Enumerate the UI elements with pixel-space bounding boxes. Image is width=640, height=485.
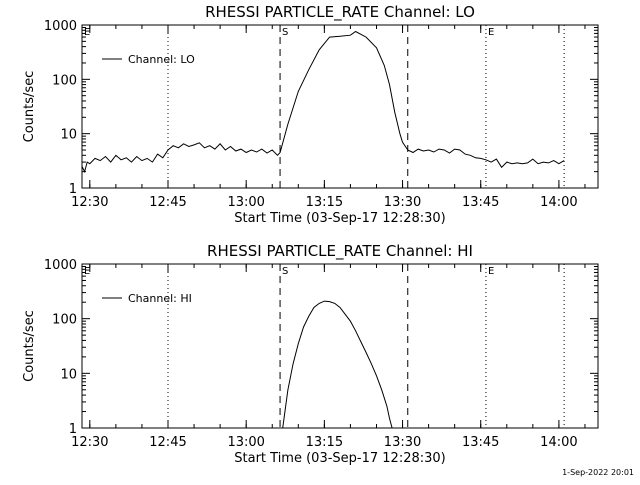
marker-label: E bbox=[488, 27, 494, 38]
plot-frame bbox=[81, 24, 599, 189]
marker-label: S bbox=[282, 27, 288, 38]
y-tick-label: 100 bbox=[52, 313, 77, 328]
y-axis-label: Counts/sec bbox=[22, 310, 37, 382]
y-tick-label: 100 bbox=[52, 73, 77, 88]
chart-title: RHESSI PARTICLE_RATE Channel: LO bbox=[205, 3, 475, 22]
y-tick-label: 1 bbox=[69, 182, 77, 197]
x-tick-label: 12:45 bbox=[149, 195, 186, 210]
y-tick-label: 1000 bbox=[44, 258, 77, 273]
x-tick-label: 12:30 bbox=[71, 435, 108, 450]
chart-title: RHESSI PARTICLE_RATE Channel: HI bbox=[207, 242, 473, 261]
x-axis-label: Start Time (03-Sep-17 12:28:30) bbox=[234, 451, 445, 466]
x-tick-label: 13:45 bbox=[462, 435, 499, 450]
marker-label: E bbox=[84, 27, 90, 38]
marker-label: E bbox=[488, 266, 494, 277]
x-tick-label: 12:45 bbox=[149, 435, 186, 450]
x-tick-label: 13:00 bbox=[227, 435, 264, 450]
x-tick-label: 13:45 bbox=[462, 195, 499, 210]
y-tick-label: 10 bbox=[60, 128, 77, 143]
x-tick-label: 13:00 bbox=[227, 195, 264, 210]
x-tick-label: 13:30 bbox=[384, 195, 421, 210]
legend-label: Channel: HI bbox=[128, 292, 192, 305]
series-line bbox=[282, 300, 393, 429]
y-tick-label: 10 bbox=[60, 367, 77, 382]
x-tick-label: 14:00 bbox=[540, 435, 577, 450]
series-line bbox=[81, 30, 565, 173]
y-tick-label: 1 bbox=[69, 422, 77, 437]
footer-timestamp: 1-Sep-2022 20:01 bbox=[562, 468, 634, 477]
x-tick-label: 13:15 bbox=[306, 435, 343, 450]
x-tick-label: 13:15 bbox=[306, 195, 343, 210]
x-tick-label: 12:30 bbox=[71, 195, 108, 210]
y-axis-label: Counts/sec bbox=[22, 71, 37, 143]
legend-label: Channel: LO bbox=[128, 53, 195, 66]
x-axis-label: Start Time (03-Sep-17 12:28:30) bbox=[234, 211, 445, 226]
x-tick-label: 13:30 bbox=[384, 435, 421, 450]
x-tick-label: 14:00 bbox=[540, 195, 577, 210]
plot-frame bbox=[81, 263, 599, 429]
y-tick-label: 1000 bbox=[44, 19, 77, 34]
marker-label: E bbox=[84, 266, 90, 277]
marker-label: S bbox=[282, 266, 288, 277]
